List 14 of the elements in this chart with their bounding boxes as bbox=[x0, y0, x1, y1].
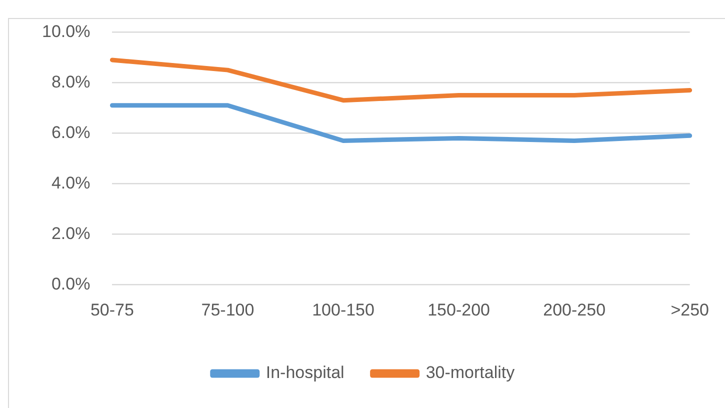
y-tick-label: 8.0% bbox=[51, 72, 90, 92]
legend-label: 30-mortality bbox=[426, 363, 516, 382]
y-tick-label: 0.0% bbox=[51, 274, 90, 294]
y-tick-label: 4.0% bbox=[51, 173, 90, 192]
x-tick-label: 100-150 bbox=[312, 300, 374, 320]
legend-label: In-hospital bbox=[266, 363, 344, 382]
x-tick-label: 200-250 bbox=[543, 300, 606, 320]
y-tick-label: 10.0% bbox=[42, 22, 90, 41]
y-tick-label: 2.0% bbox=[51, 224, 90, 243]
x-tick-label: 150-200 bbox=[428, 300, 490, 320]
x-tick-label: 50-75 bbox=[90, 300, 134, 320]
x-tick-label: 75-100 bbox=[201, 300, 254, 320]
y-tick-label: 6.0% bbox=[51, 122, 90, 142]
x-tick-label: >250 bbox=[670, 300, 710, 320]
